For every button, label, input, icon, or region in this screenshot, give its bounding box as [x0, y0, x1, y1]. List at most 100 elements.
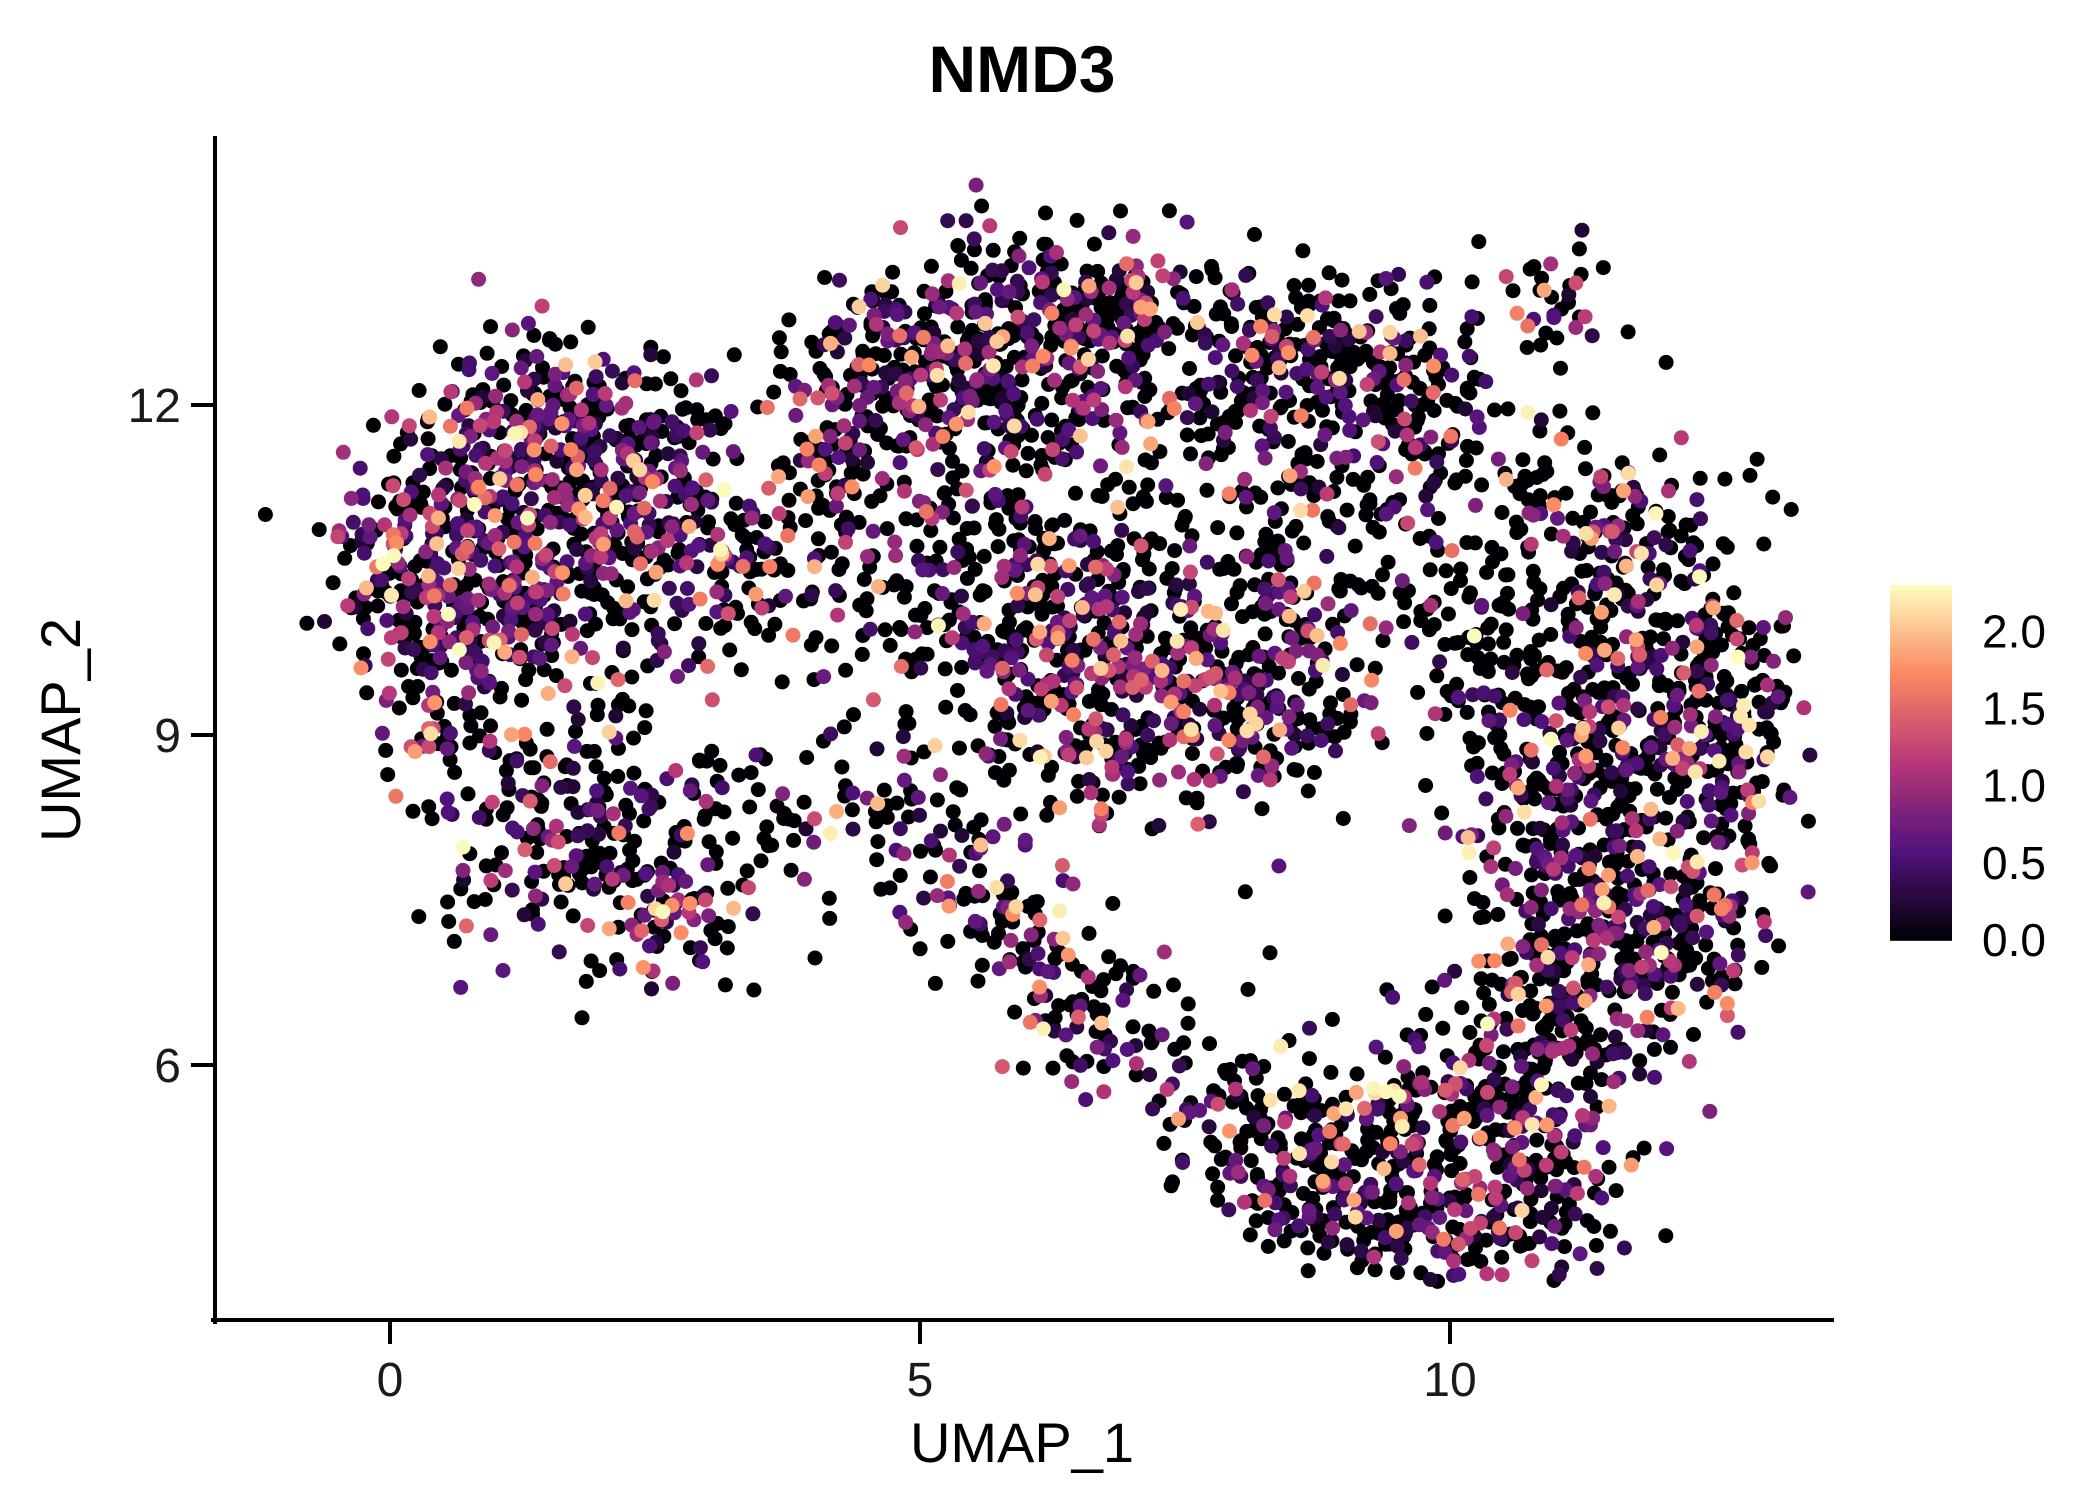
cell-point	[731, 767, 747, 783]
cell-point	[725, 830, 741, 846]
cell-point	[547, 366, 563, 382]
cell-point	[823, 726, 839, 742]
cell-point	[1555, 837, 1570, 853]
cell-point	[1535, 1209, 1551, 1225]
cell-point	[1495, 1044, 1511, 1060]
cell-point	[1682, 543, 1698, 559]
cell-point	[1377, 1049, 1393, 1065]
cell-point	[1594, 1072, 1610, 1088]
cell-point	[458, 696, 473, 712]
cell-point	[1012, 230, 1028, 246]
cell-point	[343, 490, 359, 506]
cell-point	[1669, 687, 1685, 703]
cell-point	[945, 804, 961, 820]
cell-point	[633, 788, 649, 804]
cell-point	[1622, 979, 1638, 995]
cell-point	[1489, 1159, 1505, 1175]
cell-point	[1112, 679, 1128, 695]
cell-point	[587, 444, 603, 459]
cell-point	[1146, 713, 1162, 729]
cell-point	[587, 876, 603, 892]
cell-point	[1371, 524, 1387, 540]
cell-point	[726, 347, 742, 363]
cell-point	[1447, 963, 1463, 979]
cell-point	[1065, 392, 1081, 408]
cell-point	[1084, 411, 1100, 427]
cell-point	[1392, 305, 1408, 321]
cell-point	[1335, 687, 1351, 702]
cell-point	[897, 716, 913, 732]
cell-point	[678, 874, 694, 889]
cell-point	[1152, 772, 1168, 788]
cell-point	[1186, 298, 1202, 314]
cell-point	[1090, 263, 1106, 279]
cell-point	[851, 514, 867, 530]
cell-point	[1350, 577, 1366, 593]
cell-point	[1114, 749, 1130, 764]
cell-point	[1296, 535, 1312, 551]
cell-point	[1175, 290, 1191, 306]
cell-point	[504, 496, 520, 512]
cell-point	[1029, 411, 1045, 427]
cell-point	[1007, 1004, 1023, 1020]
cell-point	[1207, 350, 1223, 366]
cell-point	[446, 695, 462, 711]
cell-point	[786, 813, 802, 829]
cell-point	[958, 885, 974, 901]
cell-point	[380, 767, 396, 783]
cell-point	[538, 547, 554, 563]
cell-point	[1167, 543, 1183, 559]
cell-point	[747, 621, 763, 637]
cell-point	[1029, 894, 1045, 910]
cell-point	[1574, 563, 1590, 579]
cell-point	[406, 625, 422, 641]
cell-point	[432, 650, 448, 666]
cell-point	[1464, 309, 1480, 325]
cell-point	[1217, 424, 1233, 440]
cell-point	[1170, 492, 1186, 508]
cell-point	[1688, 617, 1704, 633]
cell-point	[1685, 930, 1701, 946]
cell-point	[1484, 765, 1500, 781]
cell-point	[1146, 983, 1162, 999]
cell-point	[362, 529, 378, 545]
cell-point	[1589, 1261, 1605, 1276]
cell-point	[1094, 348, 1110, 364]
cell-point	[1641, 859, 1657, 875]
cell-point	[1183, 620, 1199, 636]
cell-point	[1132, 776, 1148, 792]
cell-point	[379, 613, 395, 628]
cell-point	[1468, 497, 1483, 513]
cell-point	[1300, 1263, 1316, 1279]
cell-point	[1515, 939, 1531, 954]
cell-point	[895, 432, 911, 448]
cell-point	[669, 595, 685, 611]
cell-point	[1458, 1203, 1474, 1219]
cell-point	[1552, 403, 1568, 419]
cell-point	[1322, 1135, 1337, 1151]
cell-point	[1653, 647, 1669, 663]
cell-point	[1301, 293, 1316, 309]
cell-point	[1193, 428, 1209, 444]
cell-point	[1529, 1042, 1545, 1057]
cell-point	[1353, 1243, 1369, 1259]
cell-point	[1460, 1252, 1475, 1268]
cell-point	[1682, 707, 1698, 723]
cell-point	[574, 526, 589, 542]
cell-point	[442, 725, 458, 741]
cell-point	[761, 627, 777, 643]
cell-point	[586, 586, 602, 602]
cell-point	[1086, 533, 1101, 549]
cell-point	[1533, 412, 1549, 428]
cell-point	[896, 748, 912, 764]
cell-point	[863, 291, 879, 307]
cell-point	[1370, 726, 1386, 742]
cell-point	[483, 927, 499, 943]
cell-point	[370, 598, 386, 614]
cell-point	[1121, 479, 1137, 495]
cell-point	[858, 603, 874, 619]
cell-point	[551, 944, 567, 960]
cell-point	[1058, 729, 1074, 745]
cell-point	[1437, 637, 1453, 652]
cell-point	[492, 689, 508, 705]
